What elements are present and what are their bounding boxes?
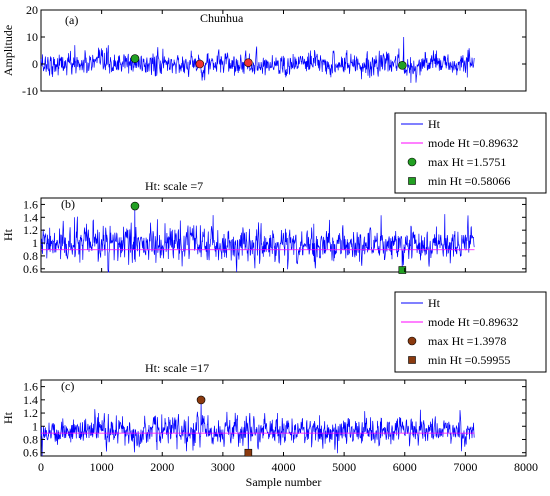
xtick-label: 7000 [453,460,477,474]
marker-0 [196,395,206,405]
ytick-label: 1 [32,419,38,433]
legend-square-min [408,356,416,364]
panel-c: 0.60.811.21.41.6 0 1000 2000 3000 4000 5000 600… [1,291,547,489]
legend-circle-max [407,157,417,167]
legend-entry: Ht [428,117,441,131]
ytick-label: 20 [26,3,38,17]
xtick-label: 2000 [150,460,174,474]
ytick-label: 1.4 [23,393,38,407]
panel-label: (b) [61,197,75,211]
legend-circle-max [407,336,417,346]
y-axis-label: Amplitude [1,25,15,76]
series-line-ht [40,206,475,273]
xtick-label: 5000 [332,460,356,474]
xtick-label: 8000 [514,460,538,474]
series-line-ht [40,399,475,457]
marker-0 [130,201,140,211]
ytick-label: 0.6 [23,446,38,460]
ytick-label: 1.2 [23,223,38,237]
ytick-label: 0.8 [23,249,38,263]
ytick-label: 0.6 [23,262,38,276]
chart-title: Ht: scale =17 [145,361,209,375]
marker-0 [130,54,140,63]
marker-3 [398,61,407,70]
ytick-label: 1.4 [23,210,38,224]
panel-label: (a) [65,13,78,27]
ytick-label: 1.2 [23,406,38,420]
plot-frame [40,379,527,457]
legend-entry: mode Ht =0.89632 [428,136,518,150]
chart-title: Chunhua [200,11,244,25]
legend-box [394,112,547,194]
legend-entry: max Ht =1.5751 [428,155,506,169]
legend-entry: min Ht =0.59955 [428,353,510,367]
legend-entry: max Ht =1.3978 [428,334,506,348]
legend-entry: Ht [428,296,441,310]
ytick-label: -10 [22,84,38,98]
y-axis-label: Ht [1,411,15,424]
legend: Ht mode Ht =0.89632 max Ht =1.3978 min Ht =… [394,291,547,373]
plot-frame [40,9,527,92]
ytick-label: 0.8 [23,432,38,446]
xtick-label: 1000 [90,460,114,474]
xtick-label: 0 [38,460,44,474]
marker-1 [244,448,253,457]
ytick-label: 1.6 [23,197,38,211]
panel-label: (c) [61,379,74,393]
y-axis-label: Ht [1,228,15,241]
ytick-label: 0 [32,57,38,71]
legend-entry: min Ht =0.58066 [428,174,510,188]
xtick-label: 6000 [393,460,417,474]
ytick-label: 10 [26,30,38,44]
chart-title: Ht: scale =7 [145,179,203,193]
marker-1 [398,266,407,274]
legend-square-min [408,177,416,185]
xtick-label: 4000 [272,460,296,474]
marker-2 [244,58,253,67]
legend-entry: mode Ht =0.89632 [428,315,518,329]
legend: Ht mode Ht =0.89632 max Ht =1.5751 min Ht =… [394,112,547,194]
xtick-label: 3000 [211,460,235,474]
ytick-label: 1.6 [23,380,38,394]
panel-a: -10 0 10 20 (a) Chunhua Amplitude [1,3,527,98]
ytick-label: 1 [32,236,38,250]
x-axis-label: Sample number [246,475,322,489]
legend-box [394,291,547,373]
marker-1 [195,59,205,69]
panel-b: 0.60.811.21.41.6 (b) Ht: scale =7 Ht Ht mode … [1,112,547,276]
